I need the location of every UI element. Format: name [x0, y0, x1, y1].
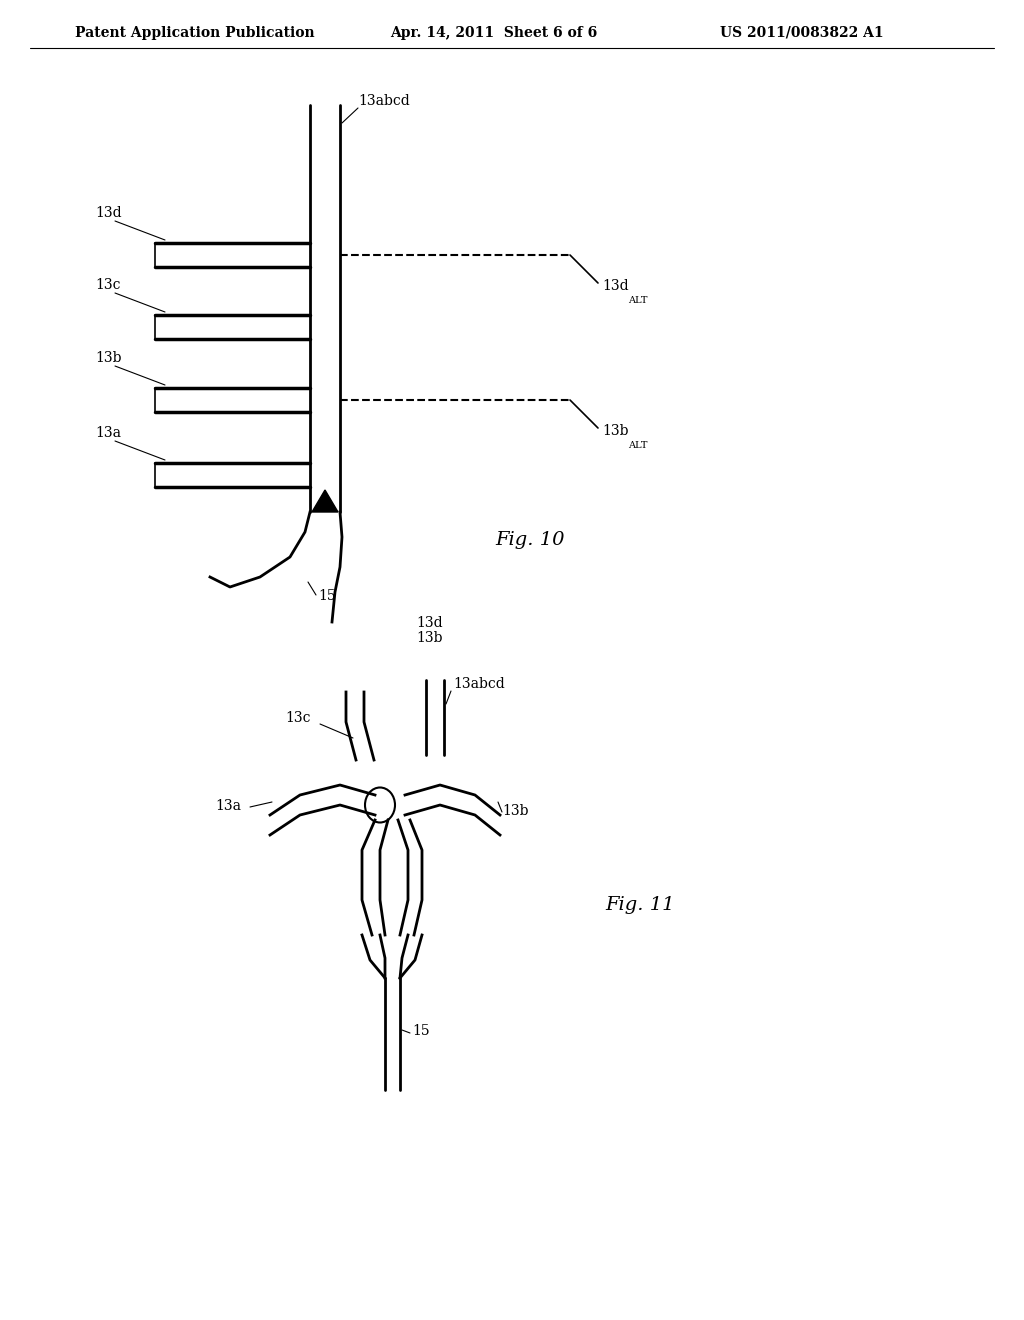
Text: ALT: ALT [628, 441, 647, 450]
Text: 13b: 13b [95, 351, 122, 366]
Text: 13b: 13b [417, 631, 443, 645]
Text: 13c: 13c [285, 711, 310, 725]
Text: 13a: 13a [215, 799, 241, 813]
Text: 13abcd: 13abcd [453, 677, 505, 690]
Text: 13d: 13d [417, 616, 443, 630]
Text: 13b: 13b [602, 424, 629, 438]
Text: Fig. 11: Fig. 11 [605, 896, 675, 913]
Text: 13d: 13d [95, 206, 122, 220]
Text: Patent Application Publication: Patent Application Publication [75, 26, 314, 40]
Text: 13b: 13b [502, 804, 528, 818]
Text: Fig. 10: Fig. 10 [496, 531, 565, 549]
Text: 13d: 13d [602, 279, 629, 293]
Polygon shape [312, 490, 338, 512]
Ellipse shape [365, 788, 395, 822]
Text: 15: 15 [412, 1024, 430, 1038]
Text: Apr. 14, 2011  Sheet 6 of 6: Apr. 14, 2011 Sheet 6 of 6 [390, 26, 597, 40]
Text: 13a: 13a [95, 426, 121, 440]
Text: US 2011/0083822 A1: US 2011/0083822 A1 [720, 26, 884, 40]
Text: 13c: 13c [95, 279, 121, 292]
Text: ALT: ALT [628, 296, 647, 305]
Text: 13abcd: 13abcd [358, 94, 410, 108]
Text: 15: 15 [318, 589, 336, 603]
